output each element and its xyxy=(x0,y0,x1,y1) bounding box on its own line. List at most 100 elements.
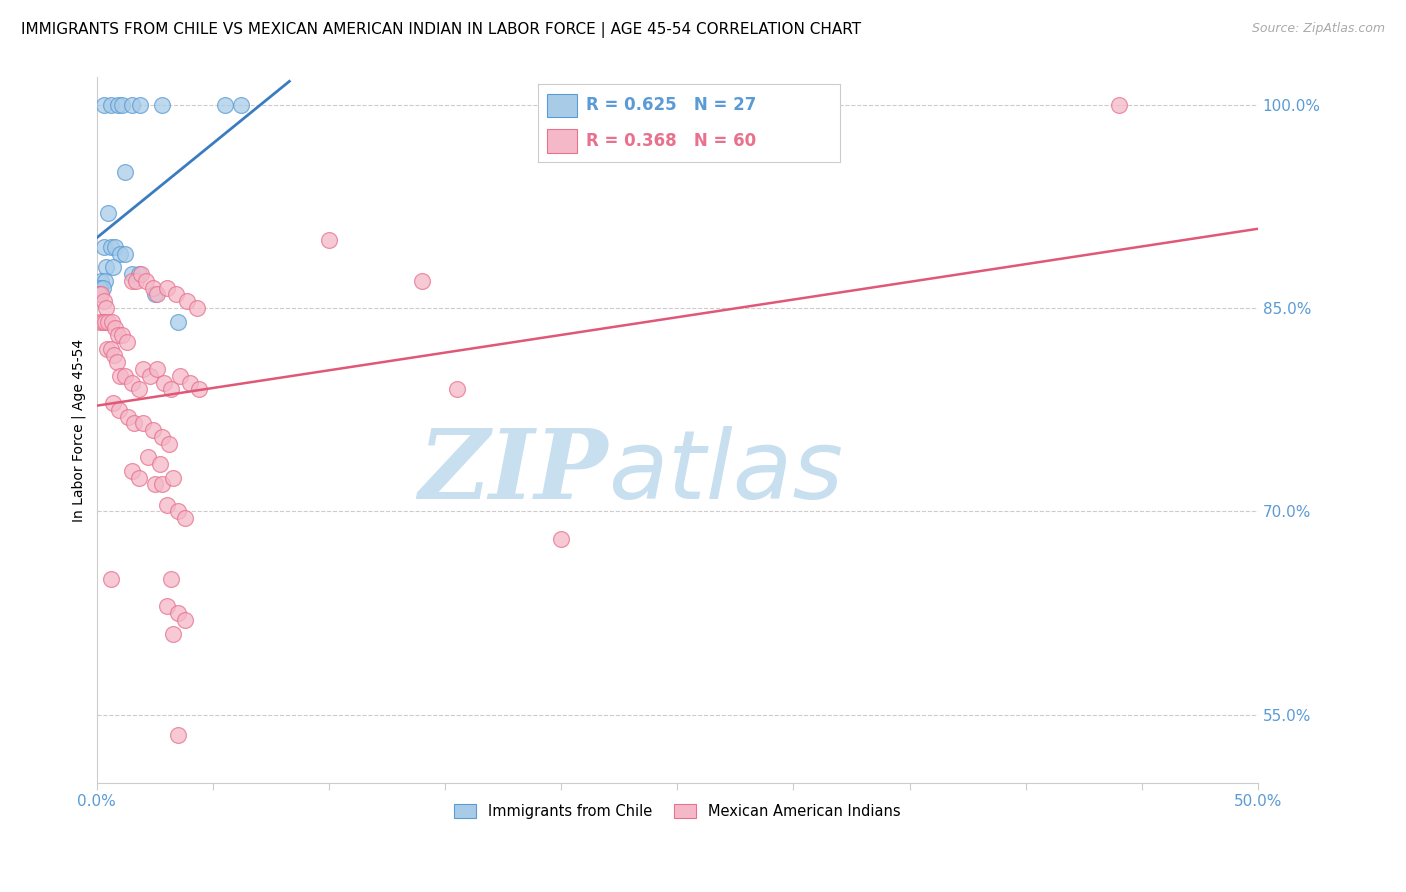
Y-axis label: In Labor Force | Age 45-54: In Labor Force | Age 45-54 xyxy=(72,338,86,522)
Point xyxy=(165,287,187,301)
Point xyxy=(153,376,176,390)
Point xyxy=(89,287,111,301)
Point xyxy=(90,287,112,301)
Point xyxy=(128,97,150,112)
Point xyxy=(107,97,129,112)
Point xyxy=(89,280,111,294)
Point xyxy=(93,240,115,254)
Point xyxy=(108,246,131,260)
Point xyxy=(155,599,177,614)
Point xyxy=(104,240,127,254)
Point xyxy=(114,165,136,179)
Point xyxy=(96,342,118,356)
Point xyxy=(155,498,177,512)
Point xyxy=(100,240,122,254)
Point xyxy=(142,423,165,437)
Point xyxy=(121,274,143,288)
Point xyxy=(150,430,173,444)
Point xyxy=(94,314,117,328)
Point xyxy=(91,314,114,328)
Point xyxy=(132,417,155,431)
Point xyxy=(90,274,112,288)
Point xyxy=(89,314,111,328)
Point xyxy=(100,97,122,112)
Point xyxy=(94,274,117,288)
Point xyxy=(179,376,201,390)
Point xyxy=(108,402,131,417)
Text: IMMIGRANTS FROM CHILE VS MEXICAN AMERICAN INDIAN IN LABOR FORCE | AGE 45-54 CORR: IMMIGRANTS FROM CHILE VS MEXICAN AMERICA… xyxy=(21,22,862,38)
Point xyxy=(162,626,184,640)
Point xyxy=(103,349,125,363)
Point xyxy=(174,511,197,525)
Point xyxy=(229,97,252,112)
Point xyxy=(128,383,150,397)
Point xyxy=(100,342,122,356)
Point xyxy=(162,470,184,484)
Point xyxy=(125,274,148,288)
Point xyxy=(186,301,208,315)
Point xyxy=(318,233,340,247)
Point xyxy=(155,280,177,294)
Point xyxy=(97,206,120,220)
Point xyxy=(148,457,170,471)
Point xyxy=(550,532,572,546)
Point xyxy=(93,294,115,309)
Point xyxy=(101,396,124,410)
Point xyxy=(167,728,190,742)
Point xyxy=(150,477,173,491)
Point xyxy=(129,267,152,281)
Point xyxy=(93,97,115,112)
Point xyxy=(104,321,127,335)
Text: atlas: atlas xyxy=(607,425,842,519)
Point xyxy=(139,368,162,383)
Point xyxy=(100,572,122,586)
Point xyxy=(101,260,124,275)
Point xyxy=(94,301,117,315)
Point xyxy=(114,246,136,260)
Point xyxy=(105,355,128,369)
Point xyxy=(121,267,143,281)
Text: Source: ZipAtlas.com: Source: ZipAtlas.com xyxy=(1251,22,1385,36)
Point xyxy=(115,334,138,349)
Point xyxy=(214,97,236,112)
Point xyxy=(122,417,145,431)
Point xyxy=(174,613,197,627)
Point xyxy=(167,606,190,620)
Point xyxy=(446,383,468,397)
Point xyxy=(143,287,166,301)
Point xyxy=(157,436,180,450)
Point xyxy=(1108,97,1130,112)
Point xyxy=(167,504,190,518)
Point xyxy=(107,328,129,343)
Point xyxy=(121,97,143,112)
Point xyxy=(135,274,157,288)
Point xyxy=(101,314,124,328)
Point xyxy=(97,314,120,328)
Point xyxy=(136,450,159,465)
Point xyxy=(94,260,117,275)
Point xyxy=(121,464,143,478)
Point xyxy=(111,97,134,112)
Point xyxy=(128,470,150,484)
Point xyxy=(160,383,183,397)
Point xyxy=(176,294,198,309)
Point xyxy=(117,409,139,424)
Point xyxy=(111,328,134,343)
Point xyxy=(121,376,143,390)
Point xyxy=(146,287,169,301)
Point xyxy=(150,97,173,112)
Legend: Immigrants from Chile, Mexican American Indians: Immigrants from Chile, Mexican American … xyxy=(449,797,905,825)
Point xyxy=(128,267,150,281)
Point xyxy=(132,362,155,376)
Point xyxy=(108,368,131,383)
Point xyxy=(160,572,183,586)
Point xyxy=(411,274,433,288)
Point xyxy=(169,368,191,383)
Point xyxy=(167,314,190,328)
Point xyxy=(188,383,211,397)
Point xyxy=(91,280,114,294)
Text: ZIP: ZIP xyxy=(418,425,607,519)
Point xyxy=(114,368,136,383)
Point xyxy=(146,362,169,376)
Point xyxy=(142,280,165,294)
